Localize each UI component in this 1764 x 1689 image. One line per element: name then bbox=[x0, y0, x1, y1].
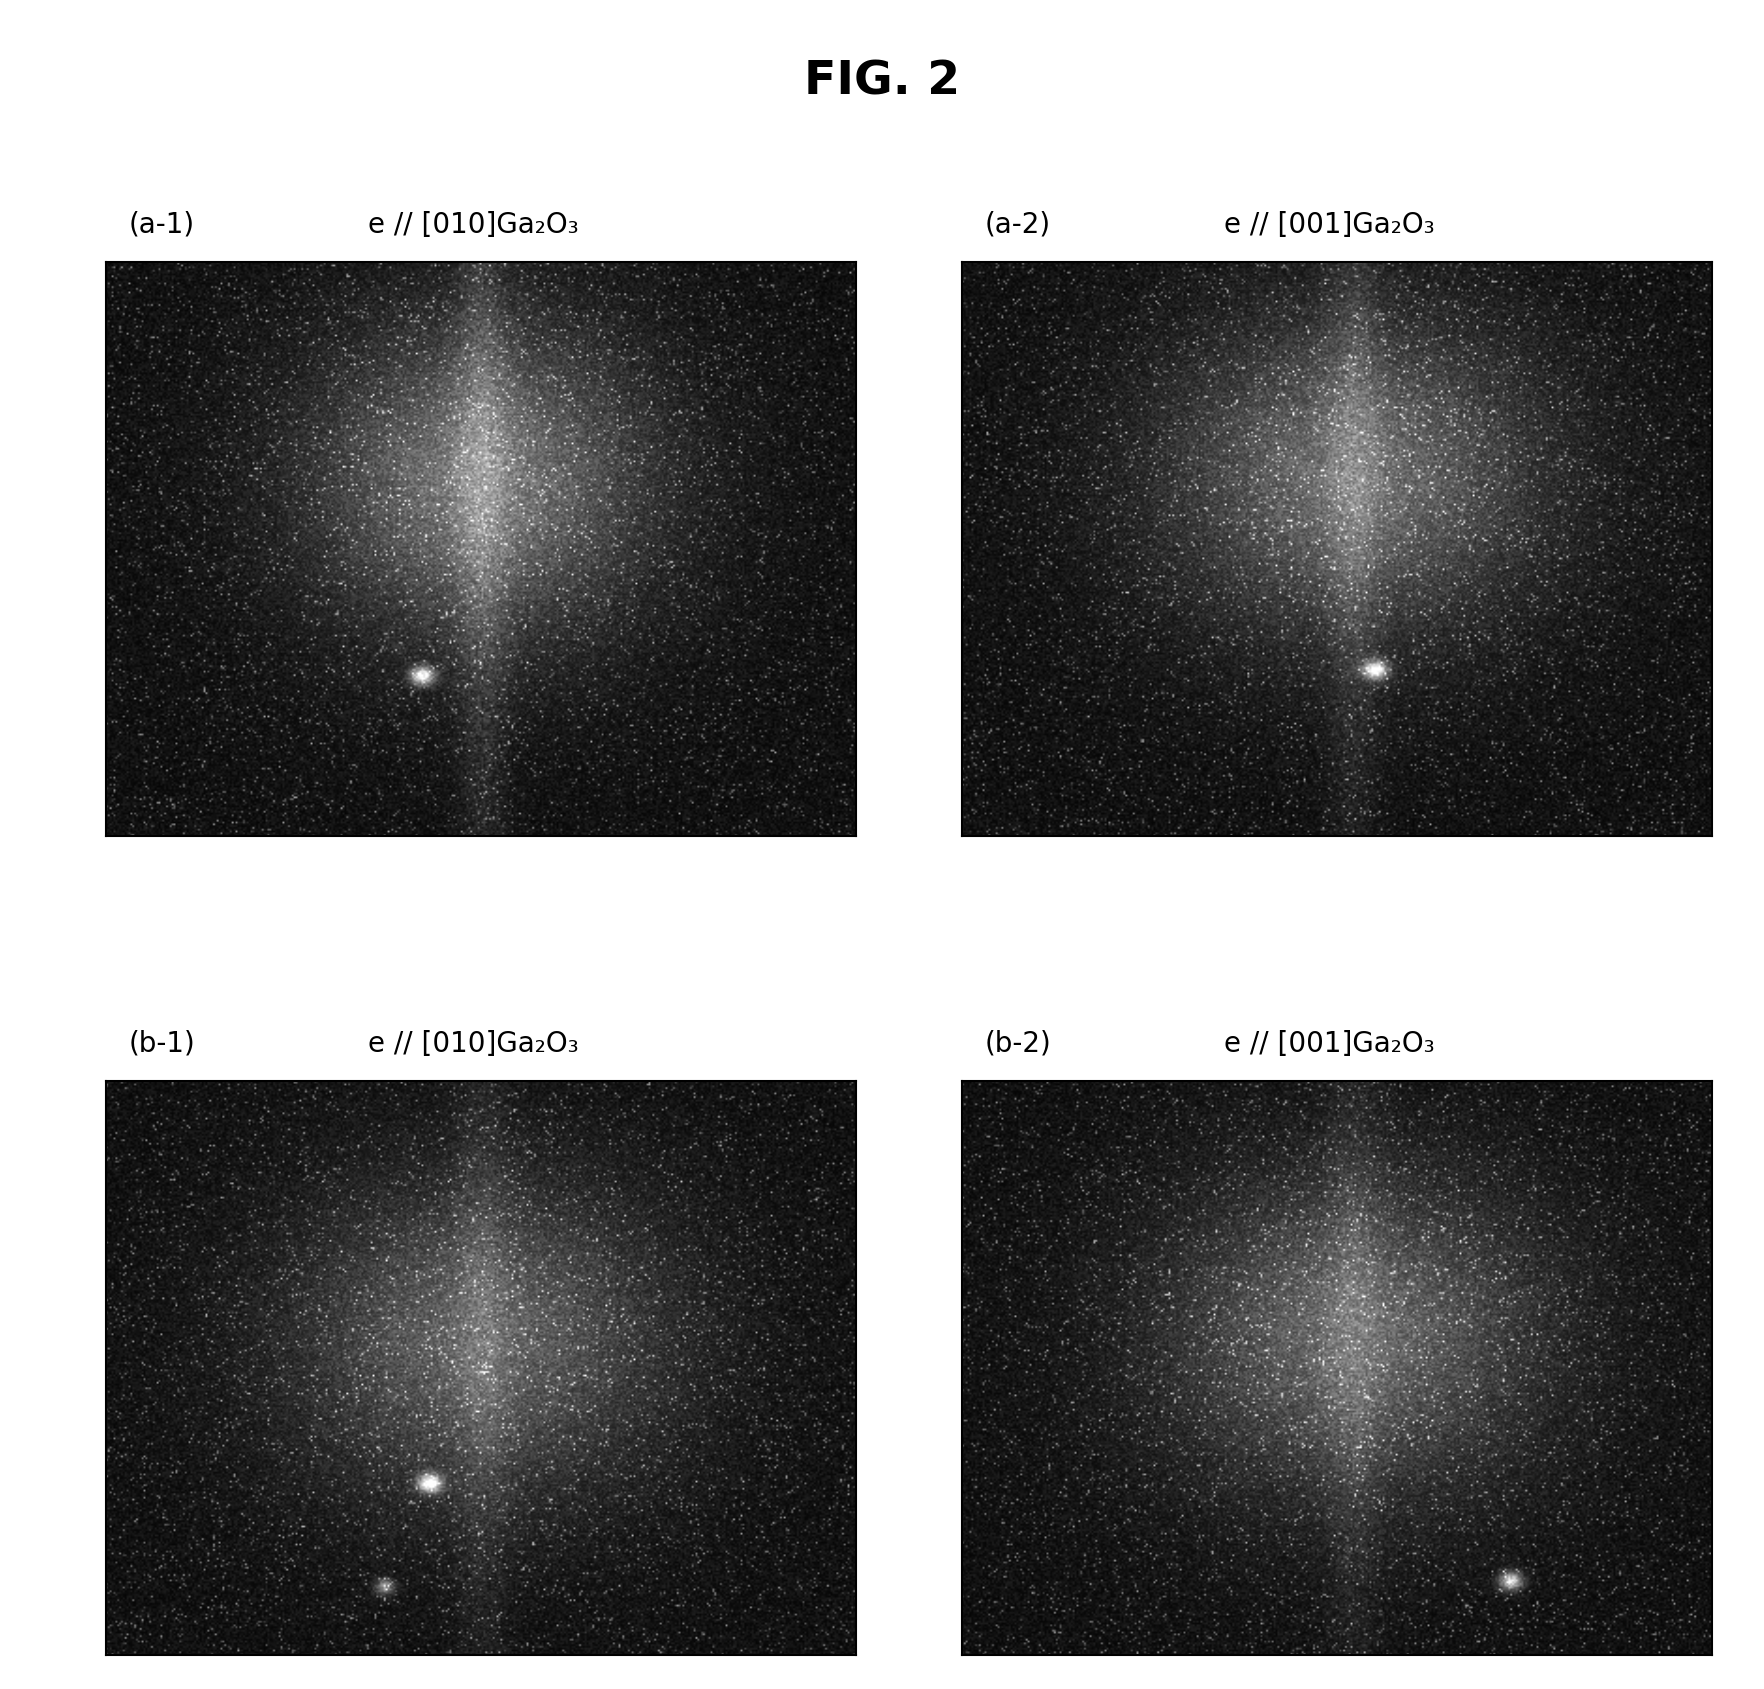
Text: e // [010]Ga₂O₃: e // [010]Ga₂O₃ bbox=[369, 211, 579, 238]
Text: e // [001]Ga₂O₃: e // [001]Ga₂O₃ bbox=[1224, 1030, 1434, 1057]
Text: FIG. 2: FIG. 2 bbox=[804, 59, 960, 105]
Text: (b-1): (b-1) bbox=[129, 1030, 196, 1057]
Text: (a-1): (a-1) bbox=[129, 211, 194, 238]
Text: (b-2): (b-2) bbox=[984, 1030, 1051, 1057]
Text: e // [001]Ga₂O₃: e // [001]Ga₂O₃ bbox=[1224, 211, 1434, 238]
Text: (a-2): (a-2) bbox=[984, 211, 1050, 238]
Text: e // [010]Ga₂O₃: e // [010]Ga₂O₃ bbox=[369, 1030, 579, 1057]
